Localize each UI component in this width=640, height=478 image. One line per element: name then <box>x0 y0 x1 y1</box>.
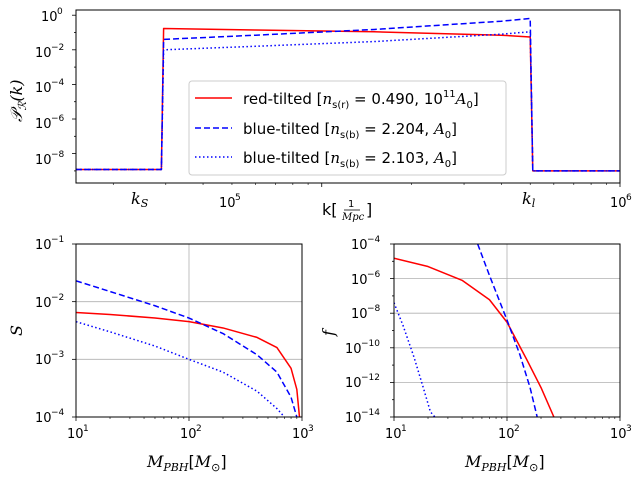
svg-text:−4: −4 <box>51 408 65 418</box>
bl-xtick-2: 10 <box>180 427 197 442</box>
br-ytick-m8: 10 <box>351 307 368 322</box>
top-axes-frame <box>75 9 621 184</box>
legend-frame <box>188 80 507 176</box>
top-ytick-m8-exp: −8 <box>51 150 65 160</box>
top-xtick-1e6: 10 <box>610 196 627 211</box>
top-xlabel: k[ <box>322 200 338 219</box>
top-ytick-m4-exp: −4 <box>51 78 65 88</box>
top-xlabel-den: Mpc <box>341 212 365 223</box>
bl-ytick-m4: 10 <box>35 411 52 426</box>
bottom-left-series-2 <box>76 320 286 417</box>
svg-text:−14: −14 <box>361 408 380 418</box>
br-xtick-3: 10 <box>610 427 627 442</box>
bl-ytick-m1: 10 <box>35 238 52 253</box>
top-xtick-1e5: 10 <box>219 196 236 211</box>
svg-text:−12: −12 <box>361 373 380 383</box>
bottom-left-series-1 <box>76 280 298 417</box>
legend-entry-red: red-tilted [ns(r) = 0.490, 1011A0] <box>243 89 479 111</box>
top-ytick-m6: 10 <box>35 117 52 132</box>
legend-entry-blue-dashed: blue-tilted [ns(b) = 2.204, A0] <box>243 120 457 141</box>
svg-text:−3: −3 <box>51 350 64 360</box>
top-ytick-0: 10 <box>41 10 58 25</box>
svg-text:2: 2 <box>514 424 520 434</box>
top-xlabel-close: ] <box>366 200 372 219</box>
legend-entry-blue-dotted: blue-tilted [ns(b) = 2.103, A0] <box>243 149 457 170</box>
top-ytick-m6-exp: −6 <box>51 114 65 124</box>
top-xlabel-num: 1 <box>348 199 354 210</box>
top-xtick-1e5-exp: 5 <box>235 193 241 203</box>
svg-text:−6: −6 <box>367 270 381 280</box>
bottom-left-series-0 <box>76 311 301 417</box>
svg-text:−8: −8 <box>367 304 381 314</box>
br-xtick-2: 10 <box>498 427 515 442</box>
br-ytick-m6: 10 <box>351 273 368 288</box>
top-xtick-1e6-exp: 6 <box>626 193 632 203</box>
br-ylabel: f <box>319 327 338 337</box>
bl-xtick-3: 10 <box>292 427 309 442</box>
svg-text:−2: −2 <box>51 293 64 303</box>
bottom-right-series-0 <box>394 257 555 417</box>
br-ytick-m10: 10 <box>345 342 362 357</box>
br-ytick-m12: 10 <box>345 376 362 391</box>
bottom-right-series-2 <box>394 302 436 417</box>
bottom-left-panel: 10 −1 10 −2 10 −3 10 −4 10 1 10 2 10 3 MPBH[M⊙]… <box>7 235 314 474</box>
top-y-tick-labels: 10 0 10 −2 10 −4 10 −6 10 −8 <box>35 7 65 168</box>
top-panel: 10 0 10 −2 10 −4 10 −6 10 −8 10 5 10 6 kS kl k[… <box>7 7 632 223</box>
bl-ytick-m3: 10 <box>35 353 52 368</box>
top-ytick-m2-exp: −2 <box>51 43 64 53</box>
annotation-k-s: kS <box>131 189 149 210</box>
bl-ytick-m2: 10 <box>35 296 52 311</box>
svg-text:3: 3 <box>626 424 632 434</box>
svg-text:−4: −4 <box>367 235 381 245</box>
br-ytick-m14: 10 <box>345 411 362 426</box>
br-xlabel: MPBH[M⊙] <box>464 452 545 474</box>
top-ytick-m2: 10 <box>35 46 52 61</box>
svg-text:−1: −1 <box>51 235 64 245</box>
svg-text:1: 1 <box>401 424 407 434</box>
svg-text:1: 1 <box>83 424 89 434</box>
bottom-right-panel: 10 −4 10 −6 10 −8 10 −10 10 −12 10 −14 10 1 10 2… <box>319 235 632 474</box>
top-ylabel: 𝒫ℛ(k) <box>7 79 29 122</box>
svg-text:−10: −10 <box>361 339 380 349</box>
top-ytick-m4: 10 <box>35 81 52 96</box>
svg-text:2: 2 <box>196 424 202 434</box>
bl-xlabel: MPBH[M⊙] <box>146 452 227 474</box>
bottom-right-series-1 <box>476 244 538 417</box>
bl-xtick-1: 10 <box>67 427 84 442</box>
br-ytick-m4: 10 <box>351 238 368 253</box>
bl-ylabel: S <box>7 325 26 336</box>
top-series-2 <box>76 31 620 172</box>
top-ytick-m8: 10 <box>35 153 52 168</box>
br-xtick-1: 10 <box>385 427 402 442</box>
svg-text:3: 3 <box>308 424 314 434</box>
annotation-k-l: kl <box>522 189 536 210</box>
top-legend: red-tilted [ns(r) = 0.490, 1011A0] blue-… <box>188 80 507 176</box>
top-ytick-0-exp: 0 <box>57 7 63 17</box>
